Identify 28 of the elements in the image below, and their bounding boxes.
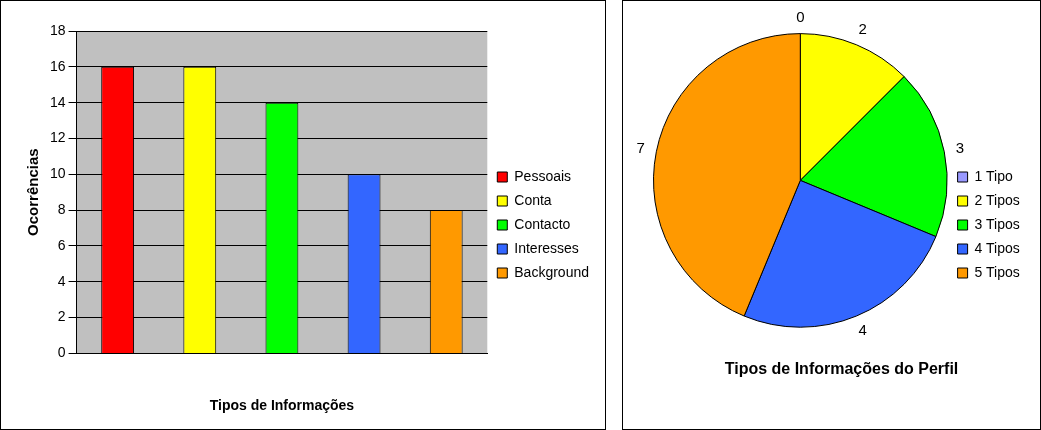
y-tick-label: 2	[57, 308, 66, 325]
y-tick-label: 14	[49, 93, 66, 110]
text: 0	[796, 7, 805, 25]
legend-label: 1 Tipo	[974, 167, 1013, 184]
y-tick-label: 10	[49, 165, 66, 182]
x-axis-title: Tipos de Informações	[209, 397, 355, 414]
legend-label: Contacto	[514, 215, 571, 232]
legend-label: Conta	[514, 191, 552, 208]
y-tick-label: 12	[49, 129, 66, 146]
data-label: 7	[636, 138, 645, 156]
legend-label: Background	[514, 263, 589, 280]
y-tick-label: 8	[57, 200, 66, 217]
y-tick-label: 18	[49, 21, 66, 38]
legend-label: 5 Tipos	[974, 263, 1020, 280]
y-axis-title: Ocorrências	[24, 148, 42, 236]
legend-label: 4 Tipos	[974, 239, 1020, 256]
data-label: 3	[955, 138, 965, 156]
legend-label: Pessoais	[514, 167, 572, 184]
y-tick-label: 4	[57, 272, 66, 289]
legend-label: 2 Tipos	[974, 191, 1020, 208]
data-label: 4	[858, 320, 867, 338]
legend-label: 3 Tipos	[974, 215, 1020, 232]
data-label: 2	[858, 20, 867, 38]
y-tick-label: 6	[57, 236, 66, 253]
text: Tipos de Informações do Perfil	[724, 359, 959, 377]
y-tick-label: 16	[49, 57, 66, 74]
legend-label: Interesses	[514, 239, 579, 256]
y-tick-label: 0	[57, 344, 66, 361]
